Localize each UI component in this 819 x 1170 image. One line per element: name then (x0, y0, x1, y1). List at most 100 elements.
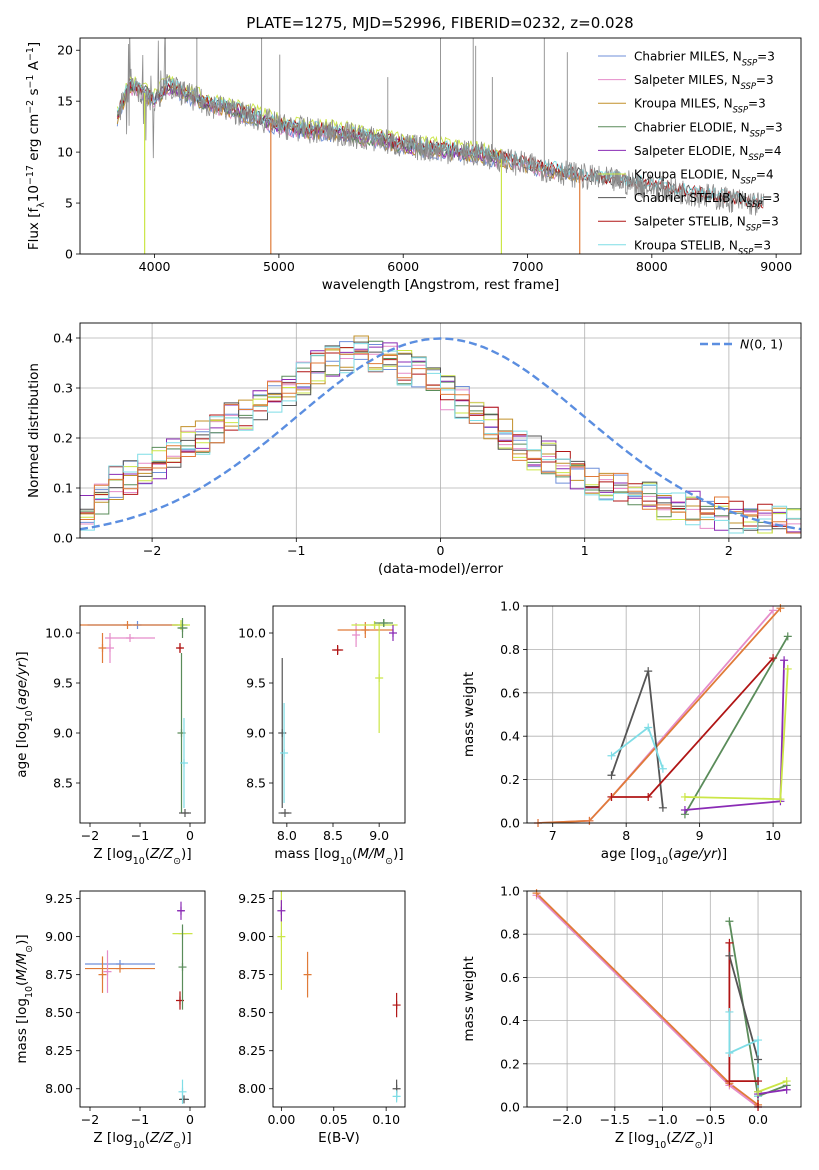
y-tick-label: 0.3 (53, 381, 73, 396)
x-axis-label: Z [log10(Z/Z⊙)] (93, 846, 191, 867)
panel-z-vs-mass: −2 −1 0 8.00 8.25 8.50 8.75 9.00 9.25 Z [log10(Z/… (14, 890, 206, 1151)
series-marker (680, 792, 689, 801)
plot-area (116, 38, 765, 254)
y-axis-label: mass weight (461, 956, 477, 1041)
x-tick-label: −1 (131, 828, 149, 843)
series-marker (776, 795, 785, 804)
panel-residuals: −2 −1 0 1 2 0.0 0.1 0.2 0.3 0.4 (data-model)/error… (26, 322, 802, 577)
x-axis-label: age [log10(age/yr)] (601, 846, 727, 867)
data-point (379, 619, 388, 627)
series-marker (769, 606, 778, 615)
x-axis-label: wavelength [Angstrom, rest frame] (322, 277, 560, 293)
x-tick-label: 7000 (512, 259, 544, 274)
data-point (281, 809, 289, 817)
histogram-chabrier_stelib (80, 341, 801, 538)
data-point (392, 1092, 401, 1101)
x-axis-label: (data-model)/error (378, 561, 504, 577)
series-marker (782, 1077, 791, 1086)
legend-label: Chabrier MILES, NSSP=3 (634, 50, 775, 68)
y-tick-label: 8.5 (246, 776, 266, 791)
x-tick-label: 9.0 (369, 828, 389, 843)
y-tick-label: 0.0 (500, 816, 520, 831)
data-point (116, 964, 124, 973)
data-point (333, 646, 342, 654)
y-tick-label: 0.2 (500, 772, 520, 787)
data-point (361, 626, 370, 634)
x-tick-label: −2.0 (552, 1112, 582, 1127)
x-tick-label: 0 (186, 828, 194, 843)
legend-label: Salpeter ELODIE, NSSP=4 (634, 144, 782, 162)
y-tick-label: 0.4 (500, 1013, 520, 1028)
histogram-orange (80, 348, 801, 538)
series-marker (680, 805, 689, 814)
x-tick-label: 9000 (760, 259, 792, 274)
series-marker (607, 751, 616, 760)
axes-frame (79, 322, 802, 539)
x-tick-label: 4000 (139, 259, 171, 274)
y-tick-label: 9.00 (45, 929, 73, 944)
y-tick-label: 15 (57, 94, 73, 109)
series-marker (644, 792, 653, 801)
series-marker (782, 1085, 791, 1094)
y-tick-label: 9.0 (246, 726, 266, 741)
panel-spectrum: 4000 5000 6000 7000 8000 9000 0 5 10 15 20 waveleng… (25, 37, 802, 293)
y-axis-label: Flux [fλ10−17 erg cm−2 s−1 A−1] (25, 42, 47, 250)
y-tick-label: 9.25 (45, 891, 73, 906)
x-tick-label: −2 (81, 828, 99, 843)
legend-label: Chabrier STELIB, NSSP=3 (634, 191, 780, 209)
data-point (126, 634, 134, 642)
data-point (123, 621, 132, 629)
x-tick-label: −1 (131, 1112, 149, 1127)
x-tick-label: 0 (186, 1112, 194, 1127)
spectrum-title: PLATE=1275, MJD=52996, FIBERID=0232, z=0… (246, 14, 633, 32)
y-tick-label: 0.2 (500, 1056, 520, 1071)
legend-label: N(0, 1) (740, 337, 783, 352)
data-point (178, 1087, 187, 1096)
data-point (352, 631, 361, 639)
legend-label: Kroupa ELODIE, NSSP=4 (634, 168, 774, 186)
x-tick-label: −1.5 (600, 1112, 630, 1127)
series-marker (776, 604, 785, 613)
x-tick-label: 8 (622, 828, 630, 843)
panel-z-vs-age: −2 −1 0 8.5 9.0 9.5 10.0 Z [log10(Z/Z⊙)] age [lo… (14, 605, 206, 867)
legend-label: Kroupa STELIB, NSSP=3 (634, 238, 771, 256)
series-marker (725, 1077, 734, 1086)
series-line-salpeter_elodie (757, 1088, 787, 1095)
y-tick-label: 9.5 (53, 676, 73, 691)
series-marker (754, 1036, 763, 1045)
data-point (177, 906, 185, 915)
series-marker (725, 917, 734, 926)
series-marker (725, 1007, 734, 1016)
x-tick-label: −1.0 (647, 1112, 677, 1127)
panel-ebv-vs-mass: 0.00 0.05 0.10 8.00 8.25 8.50 8.75 9.00 9.25 E(B-… (238, 890, 406, 1146)
y-tick-label: 8.25 (45, 1043, 73, 1058)
series-marker (644, 667, 653, 676)
y-tick-label: 1.0 (500, 884, 520, 899)
x-axis-label: Z [log10(Z/Z⊙)] (93, 1130, 191, 1151)
x-tick-label: 6000 (387, 259, 419, 274)
legend-label: Kroupa MILES, NSSP=3 (634, 97, 766, 115)
axes-frame (79, 605, 206, 824)
y-tick-label: 0.0 (500, 1100, 520, 1115)
data-point (375, 674, 384, 682)
y-tick-label: 0.2 (53, 431, 73, 446)
axes-frame (79, 37, 802, 255)
data-point (277, 932, 286, 941)
y-tick-label: 9.25 (238, 891, 266, 906)
x-tick-label: 0.10 (372, 1112, 400, 1127)
x-tick-label: 10 (765, 828, 781, 843)
y-tick-label: 9.0 (53, 726, 73, 741)
x-axis-label: Z [log10(Z/Z⊙)] (615, 1130, 713, 1151)
y-axis-label: mass weight (461, 672, 477, 757)
data-point (180, 759, 188, 767)
y-tick-label: 10 (57, 145, 73, 160)
legend-label: Chabrier ELODIE, NSSP=3 (634, 120, 783, 138)
y-tick-label: 8.00 (238, 1081, 266, 1096)
data-point (389, 629, 397, 637)
series-line-chabrier_elodie (684, 635, 789, 815)
data-point (98, 644, 107, 652)
y-tick-label: 8.50 (238, 1005, 266, 1020)
x-tick-label: 1 (581, 543, 589, 558)
series-marker (725, 1049, 734, 1057)
